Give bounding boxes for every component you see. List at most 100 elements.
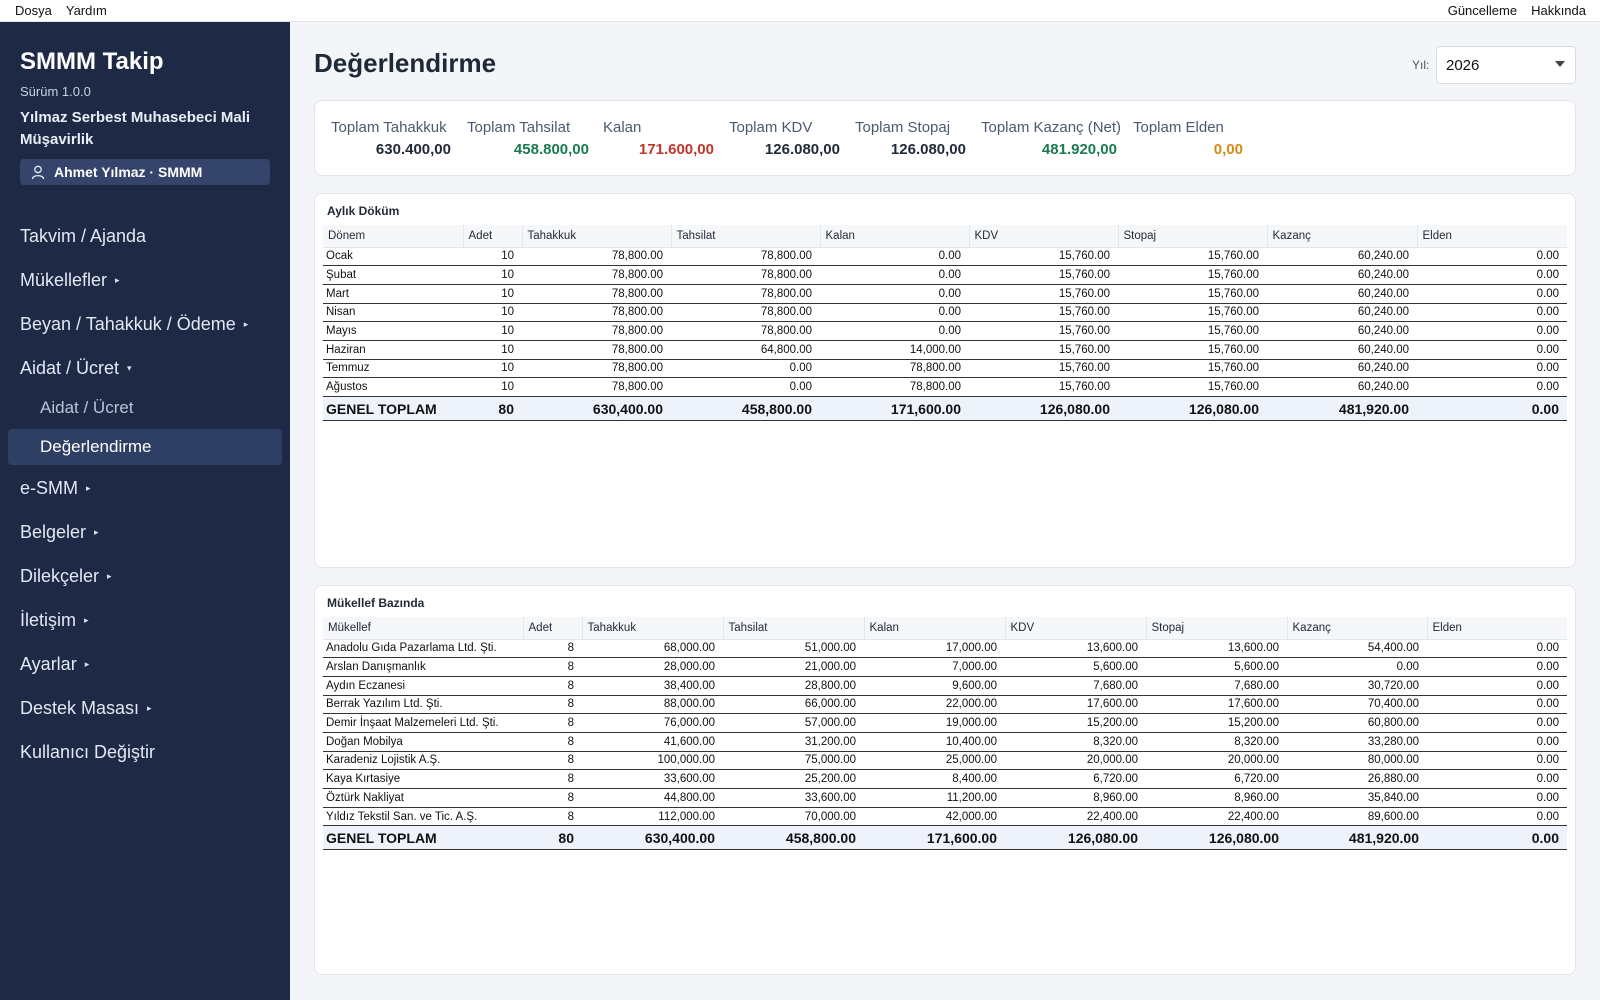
sidebar-item-takvim[interactable]: Takvim / Ajanda	[20, 222, 146, 250]
table-row[interactable]: Doğan Mobilya 8 41,600.00 31,200.00 10,400.0…	[323, 732, 1567, 752]
sidebar-item-label: Değerlendirme	[40, 437, 152, 456]
column-header[interactable]: Elden	[1426, 617, 1567, 640]
table-cell: 60,240.00	[1267, 359, 1417, 379]
sidebar-subitem-degerlendirme[interactable]	[8, 429, 282, 465]
table-row[interactable]: Karadeniz Lojistik A.Ş. 8 100,000.00 75,000…	[323, 751, 1567, 771]
table-cell: 8	[523, 807, 582, 827]
table-cell: 0.00	[1417, 396, 1567, 421]
sidebar-item-belgeler[interactable]: Belgeler ▸	[20, 518, 99, 546]
column-header[interactable]: Kazanç	[1266, 225, 1417, 248]
user-name: Ahmet Yılmaz · SMMM	[54, 164, 203, 180]
column-header[interactable]: Tahakkuk	[581, 617, 723, 640]
sidebar-item-esmm[interactable]: e-SMM ▸	[20, 474, 91, 502]
table-cell: 8	[523, 676, 582, 696]
column-header[interactable]: Tahakkuk	[521, 225, 671, 248]
table-cell: Berrak Yazılım Ltd. Şti.	[323, 695, 523, 715]
table-cell: 66,000.00	[723, 695, 864, 715]
chevron-right-icon: ▸	[84, 614, 89, 625]
table-cell: 126,080.00	[1118, 396, 1267, 421]
table-row[interactable]: Arslan Danışmanlık 8 28,000.00 21,000.00 7,0…	[323, 657, 1567, 677]
stat-label: Toplam KDV	[729, 119, 813, 136]
user-badge[interactable]: Ahmet Yılmaz · SMMM	[20, 159, 270, 185]
column-header[interactable]: Kalan	[819, 225, 969, 248]
table-cell: 15,200.00	[1146, 713, 1287, 733]
sidebar-subitem-aidat[interactable]: Aidat / Ücret	[40, 394, 134, 422]
table-row[interactable]: Yıldız Tekstil San. ve Tic. A.Ş. 8 112,000…	[323, 807, 1567, 827]
column-header[interactable]: Adet	[462, 225, 522, 248]
year-select[interactable]: 2026	[1436, 46, 1576, 84]
table-row[interactable]: Öztürk Nakliyat 8 44,800.00 33,600.00 11,200…	[323, 788, 1567, 808]
table-header-row: Dönem Adet Tahakkuk Tahsilat Kalan KDV Stopaj K…	[323, 225, 1567, 248]
column-header[interactable]: Dönem	[323, 225, 463, 248]
table-row[interactable]: Şubat 10 78,800.00 78,800.00 0.00 15,760.00 15…	[323, 265, 1567, 285]
table-cell: 15,760.00	[1118, 284, 1267, 304]
monthly-table: Dönem Adet Tahakkuk Tahsilat Kalan KDV Stopaj K…	[323, 225, 1567, 421]
table-row[interactable]: Demir İnşaat Malzemeleri Ltd. Şti. 8 76,00…	[323, 713, 1567, 733]
table-cell: 0.00	[1417, 247, 1567, 267]
menu-hakkinda[interactable]: Hakkında	[1531, 3, 1586, 18]
sidebar-item-aidat[interactable]: Aidat / Ücret ▾	[20, 354, 132, 382]
table-cell: 15,760.00	[969, 284, 1118, 304]
column-header[interactable]: Adet	[522, 617, 582, 640]
table-row[interactable]: Nisan 10 78,800.00 78,800.00 0.00 15,760.00 15…	[323, 303, 1567, 323]
table-row[interactable]: Kaya Kırtasiye 8 33,600.00 25,200.00 8,400.0…	[323, 769, 1567, 789]
column-header[interactable]: KDV	[1004, 617, 1146, 640]
table-row[interactable]: Ağustos 10 78,800.00 0.00 78,800.00 15,760.00…	[323, 377, 1567, 397]
table-row[interactable]: Ocak 10 78,800.00 78,800.00 0.00 15,760.00 15,…	[323, 247, 1567, 267]
stat-label: Kalan	[603, 119, 642, 136]
table-row[interactable]: Mayıs 10 78,800.00 78,800.00 0.00 15,760.00 15…	[323, 321, 1567, 341]
table-cell: 0.00	[1417, 359, 1567, 379]
table-row[interactable]: Temmuz 10 78,800.00 0.00 78,800.00 15,760.00 1…	[323, 359, 1567, 379]
table-cell: Haziran	[323, 340, 463, 360]
table-row[interactable]: Aydın Eczanesi 8 38,400.00 28,800.00 9,600.0…	[323, 676, 1567, 696]
column-header[interactable]: Tahsilat	[722, 617, 864, 640]
sidebar-item-mukellefler[interactable]: Mükellefler ▸	[20, 266, 120, 294]
sidebar-item-label: Aidat / Ücret	[20, 357, 120, 378]
table-cell: 78,800.00	[522, 321, 671, 341]
table-cell: 78,800.00	[671, 284, 820, 304]
stat-value: 126.080,00	[764, 141, 840, 158]
total-row[interactable]: GENEL TOPLAM 80 630,400.00 458,800.00 171,60…	[323, 396, 1567, 421]
sidebar-item-destek[interactable]: Destek Masası ▸	[20, 694, 152, 722]
table-row[interactable]: Mart 10 78,800.00 78,800.00 0.00 15,760.00 15,…	[323, 284, 1567, 304]
table-cell: 0.00	[820, 284, 969, 304]
stat-value: 481.920,00	[1041, 141, 1117, 158]
table-cell: 10	[463, 303, 522, 323]
table-cell: 0.00	[1427, 732, 1567, 752]
column-header[interactable]: Elden	[1416, 225, 1567, 248]
column-header[interactable]: Tahsilat	[670, 225, 820, 248]
table-cell: Doğan Mobilya	[323, 732, 523, 752]
table-cell: 80	[523, 825, 582, 851]
table-cell: 17,600.00	[1005, 695, 1146, 715]
chevron-right-icon: ▸	[243, 318, 249, 329]
table-cell: 15,760.00	[969, 321, 1118, 341]
table-cell: 60,240.00	[1267, 303, 1417, 323]
column-header[interactable]: Kazanç	[1286, 617, 1427, 640]
column-header[interactable]: Kalan	[863, 617, 1005, 640]
sidebar-item-ayarlar[interactable]: Ayarlar ▸	[20, 650, 89, 678]
table-cell: 78,800.00	[671, 247, 820, 267]
table-cell: 10	[463, 284, 522, 304]
table-cell: 10	[463, 359, 522, 379]
menu-guncelleme[interactable]: Güncelleme	[1447, 3, 1518, 18]
column-header[interactable]: Mükellef	[323, 617, 523, 640]
table-row[interactable]: Haziran 10 78,800.00 64,800.00 14,000.00 15,7…	[323, 340, 1567, 360]
sidebar-item-iletisim[interactable]: İletişim ▸	[20, 606, 89, 634]
table-row[interactable]: Anadolu Gıda Pazarlama Ltd. Şti. 8 68,000.…	[323, 639, 1567, 659]
column-header[interactable]: Stopaj	[1145, 617, 1287, 640]
menu-yardim[interactable]: Yardım	[65, 3, 107, 18]
table-cell: 0.00	[1427, 788, 1567, 808]
table-cell: 78,800.00	[820, 377, 969, 397]
table-cell: GENEL TOPLAM	[323, 825, 523, 851]
column-header[interactable]: KDV	[968, 225, 1118, 248]
sidebar-item-beyan[interactable]: Beyan / Tahakkuk / Ödeme ▸	[20, 310, 248, 338]
sidebar-item-kullanici[interactable]: Kullanıcı Değiştir	[20, 738, 155, 766]
table-cell: 28,800.00	[723, 676, 864, 696]
menu-dosya[interactable]: Dosya	[15, 3, 52, 18]
column-header[interactable]: Stopaj	[1117, 225, 1267, 248]
table-cell: 78,800.00	[522, 265, 671, 285]
table-cell: 0.00	[1427, 807, 1567, 827]
sidebar-item-dilekceler[interactable]: Dilekçeler ▸	[20, 562, 112, 590]
total-row[interactable]: GENEL TOPLAM 80 630,400.00 458,800.00 171,60…	[323, 825, 1567, 851]
table-row[interactable]: Berrak Yazılım Ltd. Şti. 8 88,000.00 66,000…	[323, 695, 1567, 715]
